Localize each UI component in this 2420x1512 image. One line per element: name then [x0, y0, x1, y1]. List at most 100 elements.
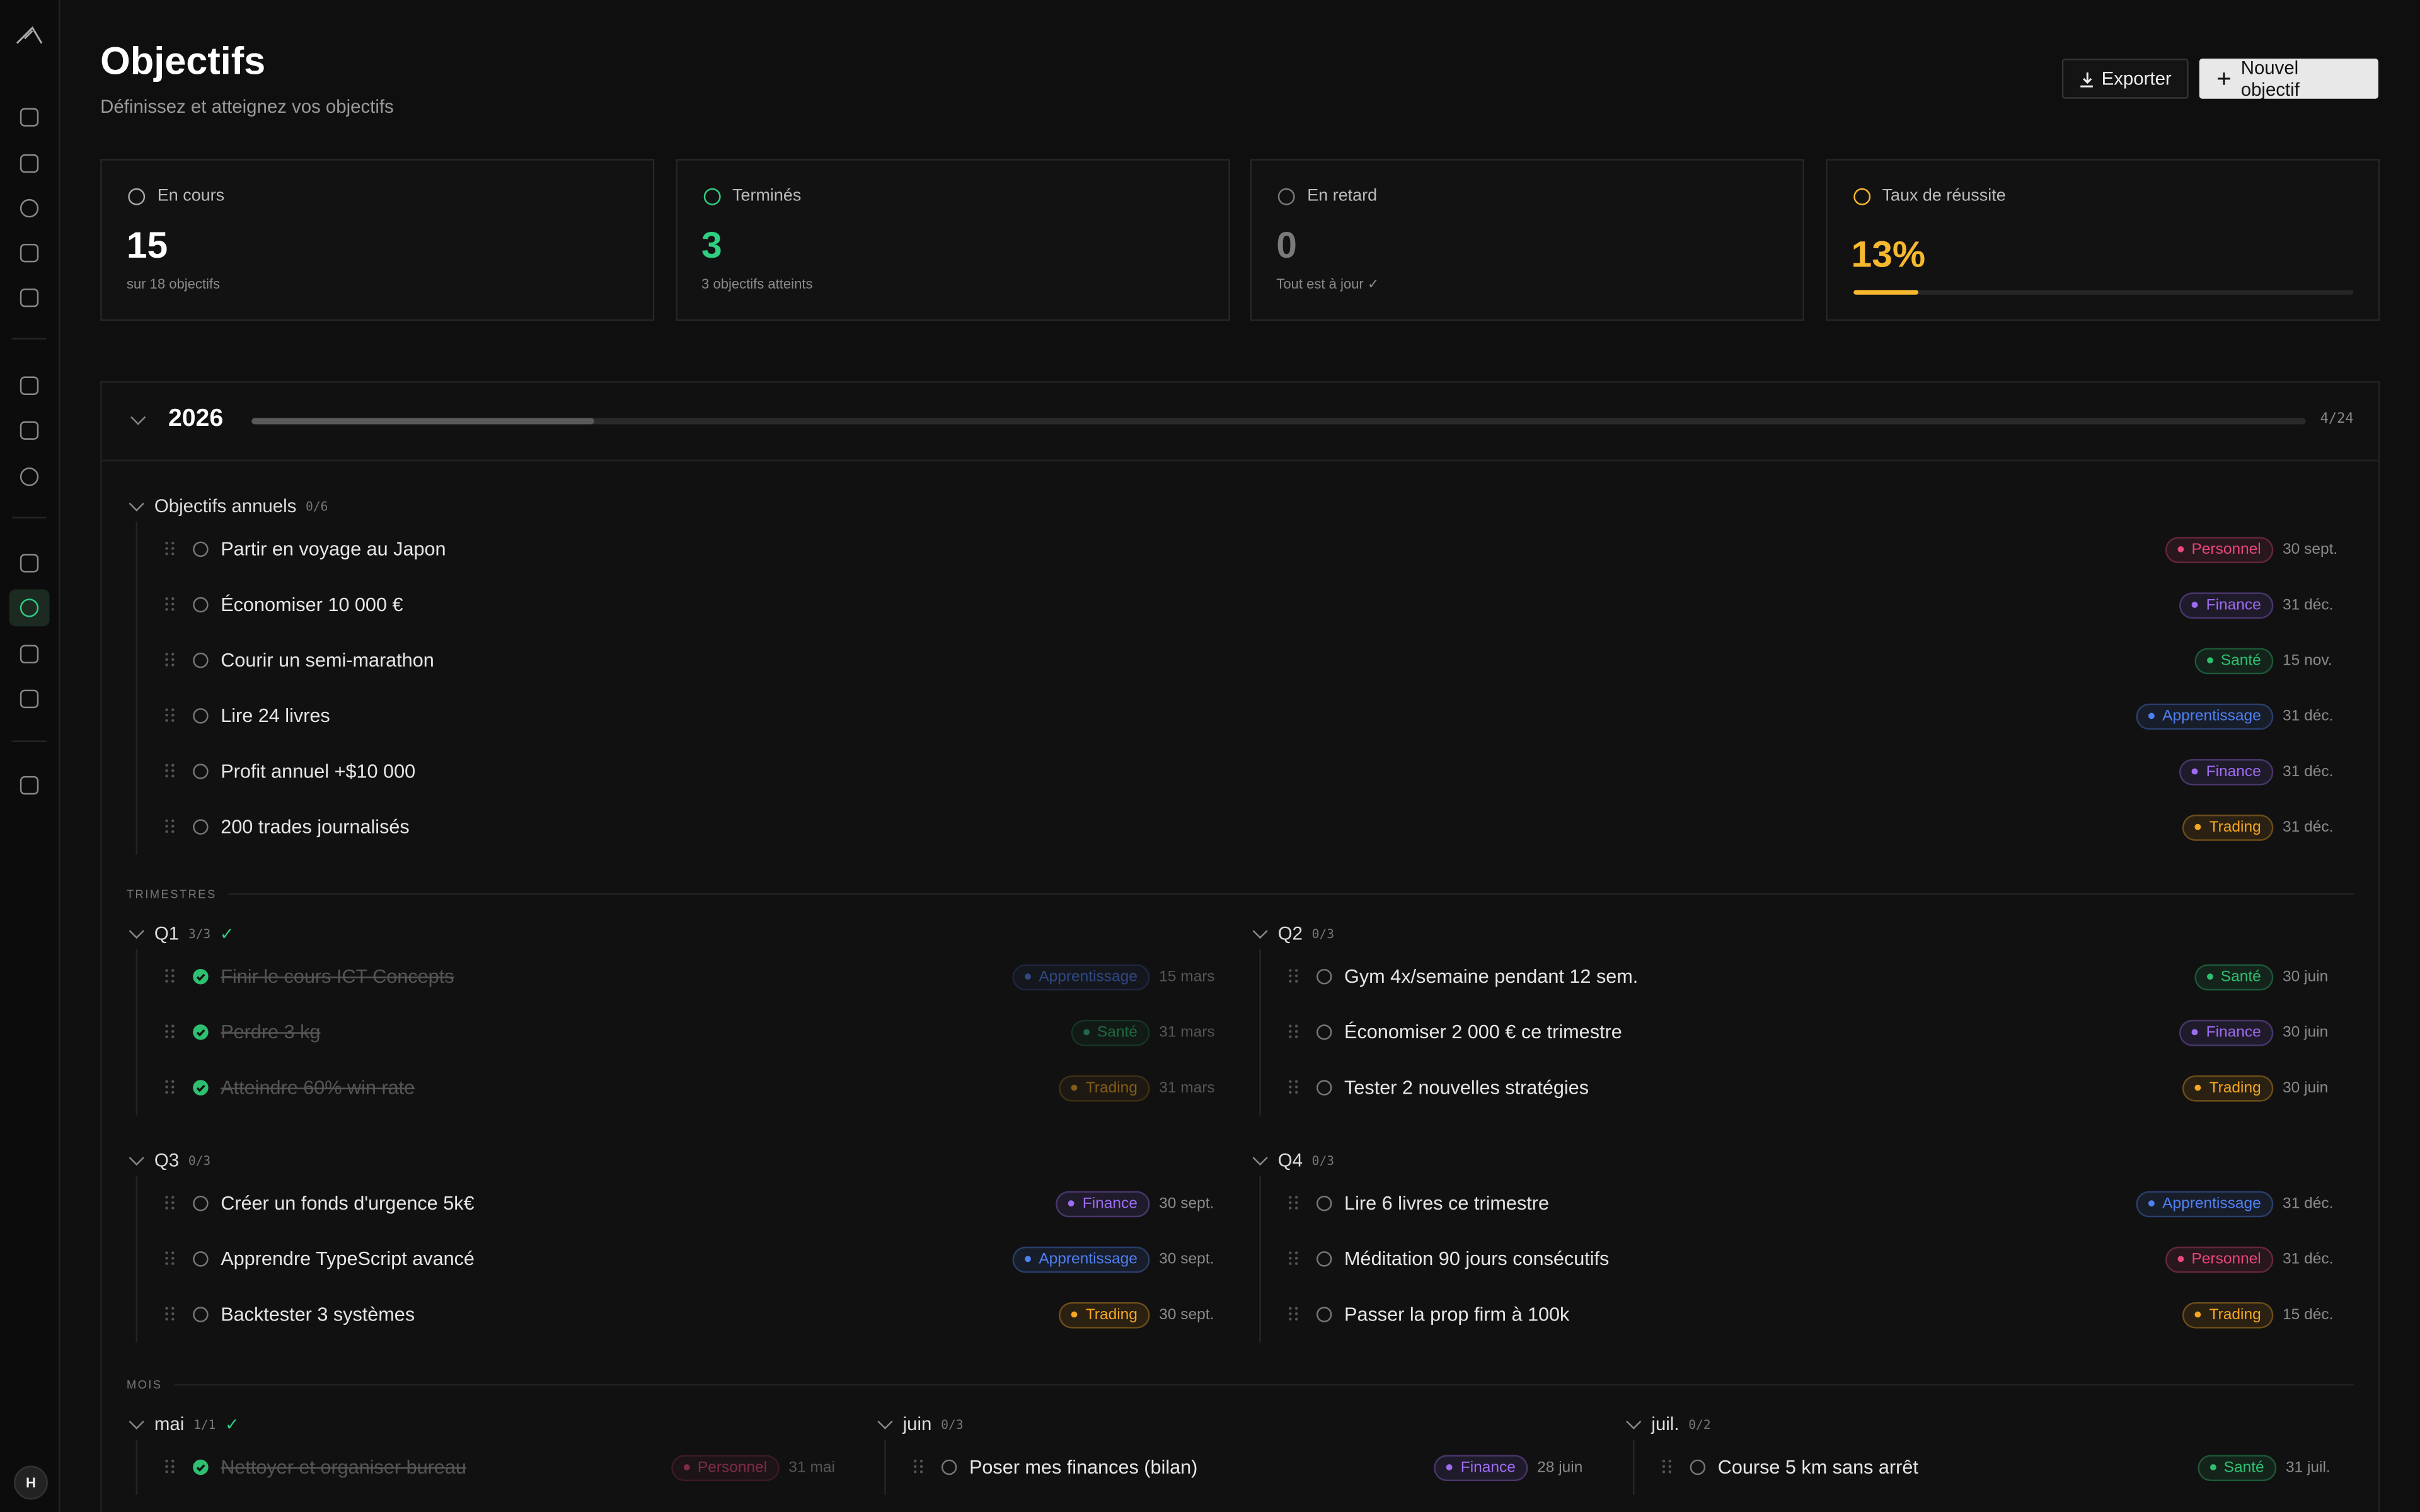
group-complete: ✓ [219, 925, 234, 944]
goal-checkbox[interactable] [1316, 968, 1332, 985]
goal-text: Passer la prop firm à 100k [1344, 1303, 1570, 1326]
goal-checkbox[interactable] [1316, 1080, 1332, 1096]
drag-handle[interactable] [165, 1074, 193, 1101]
goal-checkbox[interactable] [193, 968, 209, 985]
nav-tags[interactable] [20, 644, 39, 664]
group-header[interactable]: juil. 0/2 [1623, 1409, 2358, 1440]
group-header[interactable]: Q3 0/3 [127, 1145, 1231, 1176]
goal-checkbox[interactable] [193, 597, 209, 613]
goal-checkbox[interactable] [1690, 1459, 1706, 1475]
drag-handle[interactable] [165, 646, 193, 674]
drag-handle[interactable] [1289, 1074, 1317, 1101]
drag-handle[interactable] [165, 702, 193, 730]
goal-row: 200 trades journalisés Trading 31 déc. [137, 799, 2355, 855]
drag-handle[interactable] [165, 1018, 193, 1046]
goal-checkbox[interactable] [193, 1080, 209, 1096]
nav-explore[interactable] [20, 467, 39, 486]
tag-dot [2206, 657, 2213, 664]
goal-tag: Finance [2179, 758, 2274, 785]
group-header[interactable]: Q2 0/3 [1250, 918, 2355, 949]
drag-handle[interactable] [165, 963, 193, 990]
nav-planner[interactable] [20, 376, 39, 395]
drag-handle[interactable] [1289, 1300, 1317, 1328]
year-progress-track [251, 418, 2306, 425]
goal-tag: Apprentissage [1012, 963, 1150, 990]
group-title: Q2 [1277, 922, 1303, 944]
drag-handle[interactable] [1289, 1018, 1317, 1046]
group-header[interactable]: juin 0/3 [875, 1409, 1610, 1440]
nav-calendar[interactable] [20, 243, 39, 263]
goal-checkbox[interactable] [193, 764, 209, 779]
group-items: Course 5 km sans arrêt Santé 31 juil. [1633, 1439, 2358, 1496]
nav-trophy[interactable] [20, 689, 39, 709]
drag-handle[interactable] [165, 536, 193, 563]
goal-checkbox[interactable] [941, 1459, 957, 1475]
new-goal-button[interactable]: Nouvel objectif [2199, 57, 2378, 100]
stat-card: En cours 15 sur 18 objectifs [100, 159, 655, 321]
goal-checkbox[interactable] [193, 708, 209, 724]
drag-handle[interactable] [165, 1245, 193, 1273]
goal-group: Q2 0/3 Gym 4x/semaine pendant 12 sem. Santé… [1250, 918, 2355, 1116]
goal-row: Course 5 km sans arrêt Santé 31 juil. [1634, 1440, 2358, 1495]
goal-checkbox[interactable] [193, 1251, 209, 1267]
goal-checkbox[interactable] [193, 1459, 209, 1475]
drag-handle[interactable] [165, 591, 193, 619]
nav-history[interactable] [20, 198, 39, 218]
group-header[interactable]: Q1 3/3 ✓ [127, 918, 1231, 949]
nav-journal[interactable] [20, 154, 39, 173]
drag-handle[interactable] [165, 757, 193, 785]
goal-group: Objectifs annuels 0/6 Partir en voyage au … [127, 491, 2355, 855]
goal-checkbox[interactable] [193, 1024, 209, 1040]
goal-text: 200 trades journalisés [221, 816, 410, 838]
year-header[interactable]: 2026 4/24 [101, 382, 2378, 462]
goal-checkbox[interactable] [193, 652, 209, 668]
tag-dot [1446, 1464, 1453, 1470]
group-items: Poser mes finances (bilan) Finance 28 juin [884, 1439, 1610, 1496]
goal-text: Poser mes finances (bilan) [969, 1456, 1198, 1479]
chevron[interactable] [130, 410, 146, 425]
tag-dot [2192, 602, 2199, 608]
tag-label: Trading [2209, 1079, 2261, 1097]
group-header[interactable]: Q4 0/3 [1250, 1145, 2355, 1176]
drag-handle[interactable] [1289, 963, 1317, 990]
group-count: 0/3 [1311, 1153, 1335, 1167]
goal-checkbox[interactable] [193, 1195, 209, 1211]
drag-handle[interactable] [165, 813, 193, 841]
goal-row: Poser mes finances (bilan) Finance 28 juin [886, 1440, 1610, 1495]
group-header[interactable]: Objectifs annuels 0/6 [127, 491, 2355, 522]
year-title: 2026 [168, 406, 224, 432]
goal-checkbox[interactable] [193, 1307, 209, 1322]
goal-checkbox[interactable] [1316, 1251, 1332, 1267]
year-progress [251, 418, 594, 425]
goal-checkbox[interactable] [1316, 1307, 1332, 1322]
nav-dashboard[interactable] [20, 108, 39, 127]
goal-checkbox[interactable] [1316, 1024, 1332, 1040]
group-header[interactable]: mai 1/1 ✓ [127, 1409, 861, 1440]
nav-goals-active[interactable] [9, 589, 50, 627]
goal-row: Gym 4x/semaine pendant 12 sem. Santé 30 ju… [1261, 949, 2355, 1004]
goal-checkbox[interactable] [193, 541, 209, 558]
group-count: 0/6 [306, 499, 328, 513]
goal-row: Backtester 3 systèmes Trading 30 sept. [137, 1286, 1231, 1342]
drag-handle[interactable] [1289, 1245, 1317, 1273]
nav-stats[interactable] [20, 421, 39, 440]
nav-tasks[interactable] [20, 554, 39, 573]
avatar[interactable]: H [14, 1465, 48, 1500]
group-count: 3/3 [188, 926, 211, 941]
nav-settings[interactable] [20, 776, 39, 795]
section-label: MOIS [127, 1378, 2354, 1392]
drag-handle[interactable] [165, 1300, 193, 1328]
nav-awards[interactable] [20, 288, 39, 307]
drag-handle[interactable] [1289, 1189, 1317, 1217]
goal-checkbox[interactable] [193, 819, 209, 835]
drag-handle[interactable] [165, 1453, 193, 1481]
drag-handle[interactable] [914, 1453, 942, 1481]
tag-dot [2195, 1311, 2202, 1318]
goal-text: Partir en voyage au Japon [221, 538, 446, 560]
drag-handle[interactable] [165, 1189, 193, 1217]
drag-handle[interactable] [1662, 1453, 1690, 1481]
group-count: 0/3 [1311, 926, 1335, 941]
export-button[interactable]: Exporter [2061, 59, 2189, 99]
goal-group: juin 0/3 Poser mes finances (bilan) Finance… [875, 1409, 1610, 1496]
goal-checkbox[interactable] [1316, 1195, 1332, 1211]
